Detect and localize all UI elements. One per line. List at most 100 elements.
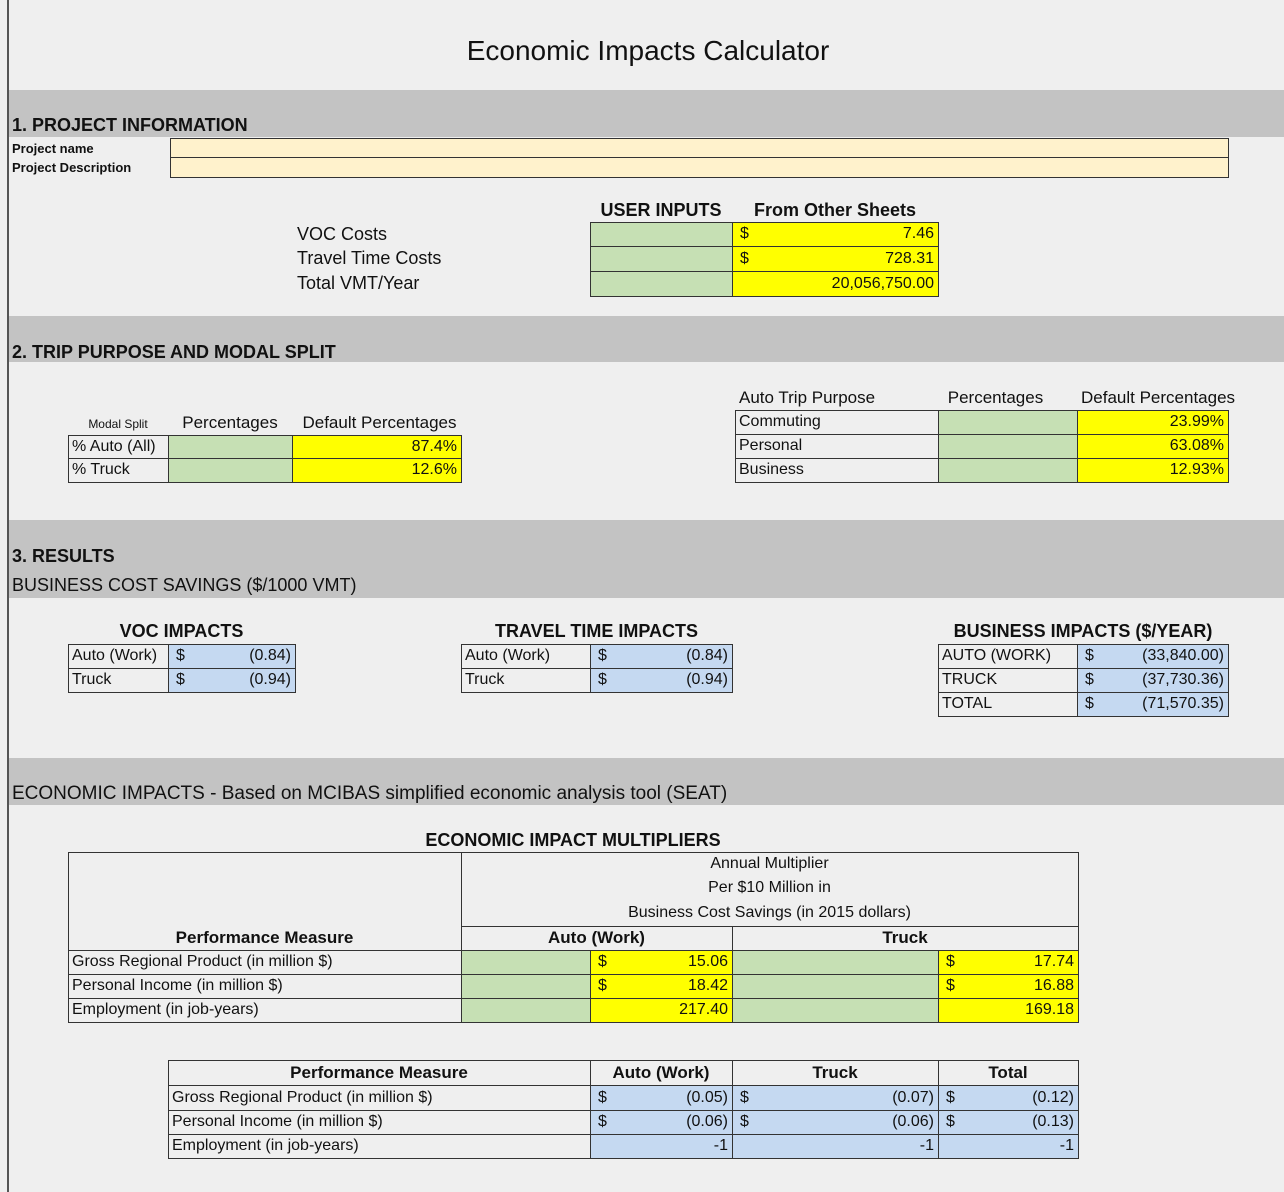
value: (0.84) bbox=[686, 647, 728, 664]
value-cell bbox=[292, 458, 462, 483]
column-header: Performance Measure bbox=[290, 1062, 468, 1082]
currency: $ bbox=[1085, 647, 1094, 664]
section-bar bbox=[9, 316, 1284, 362]
label: Personal bbox=[739, 437, 803, 454]
value: (0.84) bbox=[249, 647, 291, 664]
label: Truck bbox=[465, 671, 505, 688]
currency: $ bbox=[598, 671, 607, 688]
currency: $ bbox=[946, 977, 955, 994]
value: 17.74 bbox=[1033, 953, 1074, 970]
currency: $ bbox=[740, 225, 749, 242]
input-cell bbox=[168, 458, 293, 483]
value-cell bbox=[168, 668, 296, 693]
value-cell bbox=[938, 950, 1079, 975]
input-cell bbox=[938, 434, 1078, 459]
title: Economic Impacts Calculator bbox=[466, 35, 830, 66]
column-header: Auto (Work) bbox=[612, 1062, 710, 1082]
label: Auto (Work) bbox=[72, 647, 158, 664]
input-cell bbox=[461, 950, 591, 975]
value-cell bbox=[732, 1134, 939, 1159]
field-label: Project name bbox=[12, 140, 94, 156]
left-border bbox=[7, 0, 9, 1192]
value-cell bbox=[732, 222, 939, 247]
currency: $ bbox=[1085, 695, 1094, 712]
input-cell bbox=[732, 950, 939, 975]
column-header: From Other Sheets bbox=[753, 199, 917, 220]
input-cell bbox=[590, 246, 733, 272]
label: Auto (Work) bbox=[465, 647, 551, 664]
value: 12.6% bbox=[411, 461, 457, 478]
value: 23.99% bbox=[1169, 413, 1224, 430]
column-header: Truck bbox=[882, 928, 928, 947]
column-header: Performance Measure bbox=[175, 928, 354, 947]
column-header: USER INPUTS bbox=[600, 199, 722, 220]
label: Personal Income (in million $) bbox=[72, 977, 283, 994]
input-cell bbox=[461, 998, 591, 1023]
currency: $ bbox=[946, 1088, 955, 1106]
label: Business bbox=[739, 461, 804, 478]
value: (0.05) bbox=[686, 1088, 728, 1106]
section-heading: ECONOMIC IMPACTS - Based on MCIBAS simpl… bbox=[12, 783, 728, 804]
input-cell bbox=[168, 435, 293, 459]
value: (0.13) bbox=[1032, 1113, 1074, 1130]
label: Gross Regional Product (in million $) bbox=[72, 953, 333, 970]
header-line: Per $10 Million in bbox=[708, 879, 831, 896]
value: (0.94) bbox=[249, 671, 291, 688]
table-title: BUSINESS IMPACTS ($/YEAR) bbox=[953, 620, 1213, 641]
label: AUTO (WORK) bbox=[942, 647, 1052, 664]
value: 728.31 bbox=[885, 249, 934, 267]
currency: $ bbox=[740, 1113, 749, 1130]
value-cell bbox=[590, 950, 733, 975]
value: 87.4% bbox=[411, 437, 457, 455]
row-label: Travel Time Costs bbox=[297, 248, 442, 268]
table-title: TRAVEL TIME IMPACTS bbox=[494, 620, 698, 641]
row-label: Total VMT/Year bbox=[297, 273, 420, 293]
value-cell bbox=[732, 271, 939, 297]
section-bar bbox=[9, 758, 1284, 805]
value-cell bbox=[732, 246, 939, 272]
label: Personal Income (in million $) bbox=[172, 1113, 383, 1130]
value: 16.88 bbox=[1033, 977, 1074, 994]
currency: $ bbox=[946, 953, 955, 970]
currency: $ bbox=[598, 647, 607, 664]
value-cell bbox=[938, 998, 1079, 1023]
input-cell bbox=[732, 998, 939, 1023]
value-cell bbox=[1077, 692, 1229, 717]
value: 20,056,750.00 bbox=[831, 274, 934, 292]
currency: $ bbox=[176, 647, 185, 664]
input-field bbox=[170, 157, 1229, 178]
label: Gross Regional Product (in million $) bbox=[172, 1088, 433, 1106]
value-cell bbox=[1077, 458, 1229, 483]
field-label: Project Description bbox=[12, 159, 132, 175]
section-subheading: BUSINESS COST SAVINGS ($/1000 VMT) bbox=[12, 574, 357, 595]
value-cell bbox=[590, 1134, 733, 1159]
value-cell bbox=[938, 1134, 1079, 1159]
section-heading: 2. TRIP PURPOSE AND MODAL SPLIT bbox=[12, 341, 336, 362]
value: -1 bbox=[713, 1137, 728, 1154]
currency: $ bbox=[598, 1113, 607, 1130]
section-bar bbox=[9, 90, 1284, 137]
currency: $ bbox=[740, 1088, 749, 1106]
value: (33,840.00) bbox=[1142, 647, 1224, 664]
value-cell bbox=[590, 668, 733, 693]
value-cell bbox=[1077, 644, 1229, 669]
input-cell bbox=[938, 410, 1078, 435]
header-line: Annual Multiplier bbox=[710, 855, 829, 872]
currency: $ bbox=[598, 953, 607, 970]
value: 12.93% bbox=[1169, 461, 1224, 478]
value: (0.06) bbox=[686, 1113, 728, 1130]
currency: $ bbox=[1085, 671, 1094, 688]
label: % Truck bbox=[72, 461, 130, 478]
column-header: Truck bbox=[812, 1062, 858, 1082]
value-cell bbox=[938, 974, 1079, 999]
table-title: VOC IMPACTS bbox=[119, 620, 244, 641]
currency: $ bbox=[740, 249, 749, 267]
label: Employment (in job-years) bbox=[172, 1137, 359, 1154]
column-header: Auto Trip Purpose bbox=[739, 388, 876, 407]
value: 18.42 bbox=[687, 977, 728, 994]
label: Truck bbox=[72, 671, 112, 688]
column-header: Auto (Work) bbox=[548, 928, 645, 947]
value: 63.08% bbox=[1169, 437, 1224, 454]
input-cell bbox=[590, 271, 733, 297]
